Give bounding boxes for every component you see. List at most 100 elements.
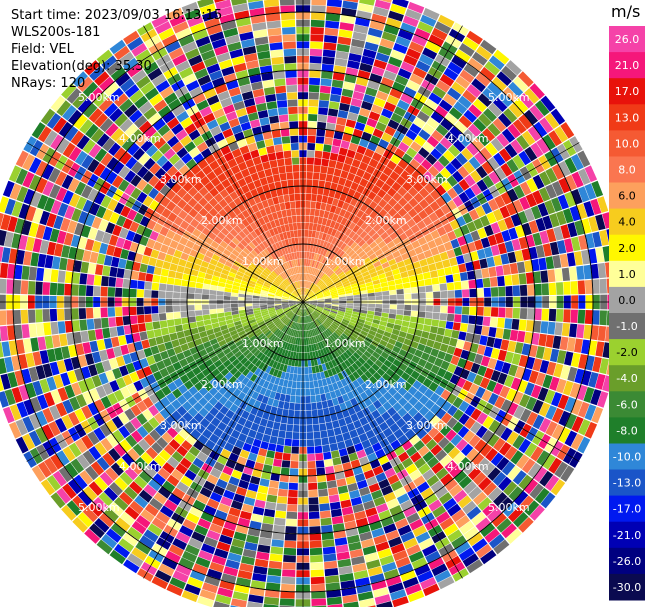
range-gate	[4, 356, 14, 373]
range-gate	[135, 49, 151, 63]
range-gate	[331, 79, 344, 89]
range-gate	[545, 334, 555, 348]
range-gate	[298, 296, 303, 302]
range-gate	[405, 263, 414, 271]
range-gate	[414, 564, 431, 576]
range-gate	[129, 288, 137, 298]
range-gate	[203, 505, 217, 516]
range-gate	[254, 462, 264, 471]
range-gate	[257, 485, 269, 494]
range-gate	[391, 412, 402, 423]
range-gate	[62, 399, 74, 414]
range-gate	[80, 261, 90, 274]
range-gate	[211, 275, 220, 282]
range-gate	[501, 461, 516, 476]
range-gate	[368, 367, 377, 376]
range-gate	[178, 557, 195, 570]
range-gate	[354, 84, 367, 94]
range-gate	[329, 443, 339, 452]
range-gate	[356, 410, 365, 420]
range-gate	[142, 397, 154, 409]
range-gate	[352, 215, 361, 225]
range-gate	[282, 317, 288, 323]
range-gate	[108, 358, 119, 370]
range-gate	[287, 380, 293, 388]
range-gate	[311, 186, 318, 195]
range-gate	[344, 74, 357, 84]
range-gate	[470, 170, 482, 183]
range-gate	[181, 590, 199, 603]
range-gate	[274, 295, 282, 298]
range-gate	[324, 234, 331, 242]
range-gate	[225, 409, 235, 419]
range-gate	[524, 331, 533, 344]
range-gate	[88, 364, 98, 377]
range-gate	[515, 225, 525, 238]
range-gate	[199, 487, 213, 498]
range-gate	[89, 251, 99, 264]
range-gate	[136, 244, 146, 255]
range-gate	[196, 343, 205, 352]
range-gate	[314, 246, 320, 254]
range-gate	[316, 305, 324, 308]
range-gate	[275, 362, 282, 370]
range-gate	[400, 271, 409, 279]
range-gate	[317, 246, 323, 255]
range-gate	[468, 383, 480, 395]
range-gate	[498, 286, 506, 297]
range-gate	[181, 279, 189, 287]
range-gate	[350, 282, 359, 288]
range-gate	[292, 432, 300, 440]
range-gate	[410, 287, 419, 294]
range-gate	[379, 339, 388, 347]
range-gate	[445, 321, 454, 330]
range-gate	[409, 123, 422, 135]
range-gate	[55, 402, 68, 417]
range-gate	[138, 120, 152, 134]
range-gate	[350, 181, 359, 191]
range-gate	[423, 171, 434, 182]
range-gate	[487, 234, 498, 246]
range-gate	[418, 176, 429, 187]
range-gate	[463, 462, 476, 475]
range-gate	[250, 365, 258, 374]
range-gate	[312, 424, 320, 432]
range-gate	[438, 437, 450, 449]
range-gate	[187, 305, 195, 311]
range-gate	[88, 143, 102, 158]
range-gate	[132, 261, 141, 272]
range-gate	[46, 241, 57, 256]
range-gate	[108, 234, 119, 246]
range-gate	[112, 367, 122, 380]
range-gate	[539, 117, 554, 134]
range-gate	[213, 132, 225, 143]
range-gate	[311, 313, 316, 320]
range-gate	[107, 307, 116, 317]
range-gate	[567, 222, 578, 238]
range-gate	[472, 98, 487, 113]
range-gate	[102, 137, 116, 152]
range-gate	[325, 242, 331, 250]
range-gate	[177, 417, 188, 428]
range-gate	[336, 285, 344, 290]
range-gate	[347, 188, 356, 198]
range-gate	[146, 219, 157, 230]
range-gate	[480, 66, 496, 82]
range-gate	[303, 316, 305, 324]
range-gate	[546, 228, 557, 243]
range-gate	[331, 254, 338, 262]
range-gate	[206, 268, 215, 276]
range-gate	[213, 485, 225, 496]
range-gate	[15, 419, 28, 436]
range-gate	[326, 473, 336, 482]
range-gate	[363, 500, 376, 510]
range-gate	[179, 374, 190, 384]
range-gate	[458, 43, 475, 57]
range-gate	[569, 205, 581, 222]
range-gate	[349, 165, 359, 175]
range-gate	[566, 337, 576, 352]
range-gate	[288, 482, 298, 490]
range-gate	[350, 316, 359, 322]
range-gate	[331, 263, 338, 271]
range-gate	[95, 229, 105, 242]
